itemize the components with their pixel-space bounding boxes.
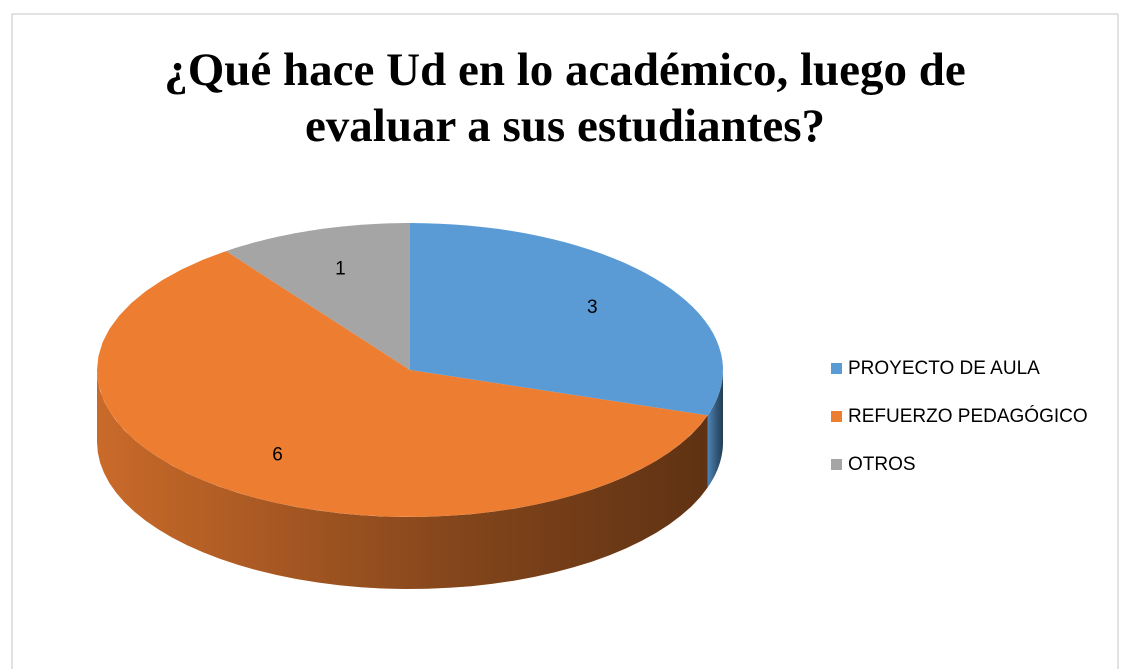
legend-swatch — [831, 411, 842, 422]
pie-slice — [97, 251, 708, 517]
chart-title: ¿Qué hace Ud en lo académico, luego de e… — [164, 44, 966, 152]
chart-frame — [11, 13, 1119, 669]
legend-label: OTROS — [848, 454, 916, 475]
pie-side-shade — [707, 370, 723, 488]
legend-swatch — [831, 363, 842, 374]
legend-label: REFUERZO PEDAGÓGICO — [848, 405, 1088, 427]
pie-slice — [410, 223, 723, 416]
legend-swatch — [831, 459, 842, 470]
data-label: 6 — [272, 445, 283, 466]
pie-side-shade — [97, 370, 708, 589]
data-label: 3 — [587, 297, 598, 318]
data-label: 1 — [335, 258, 346, 279]
pie-slice — [226, 223, 410, 370]
legend-label: PROYECTO DE AULA — [848, 358, 1040, 379]
